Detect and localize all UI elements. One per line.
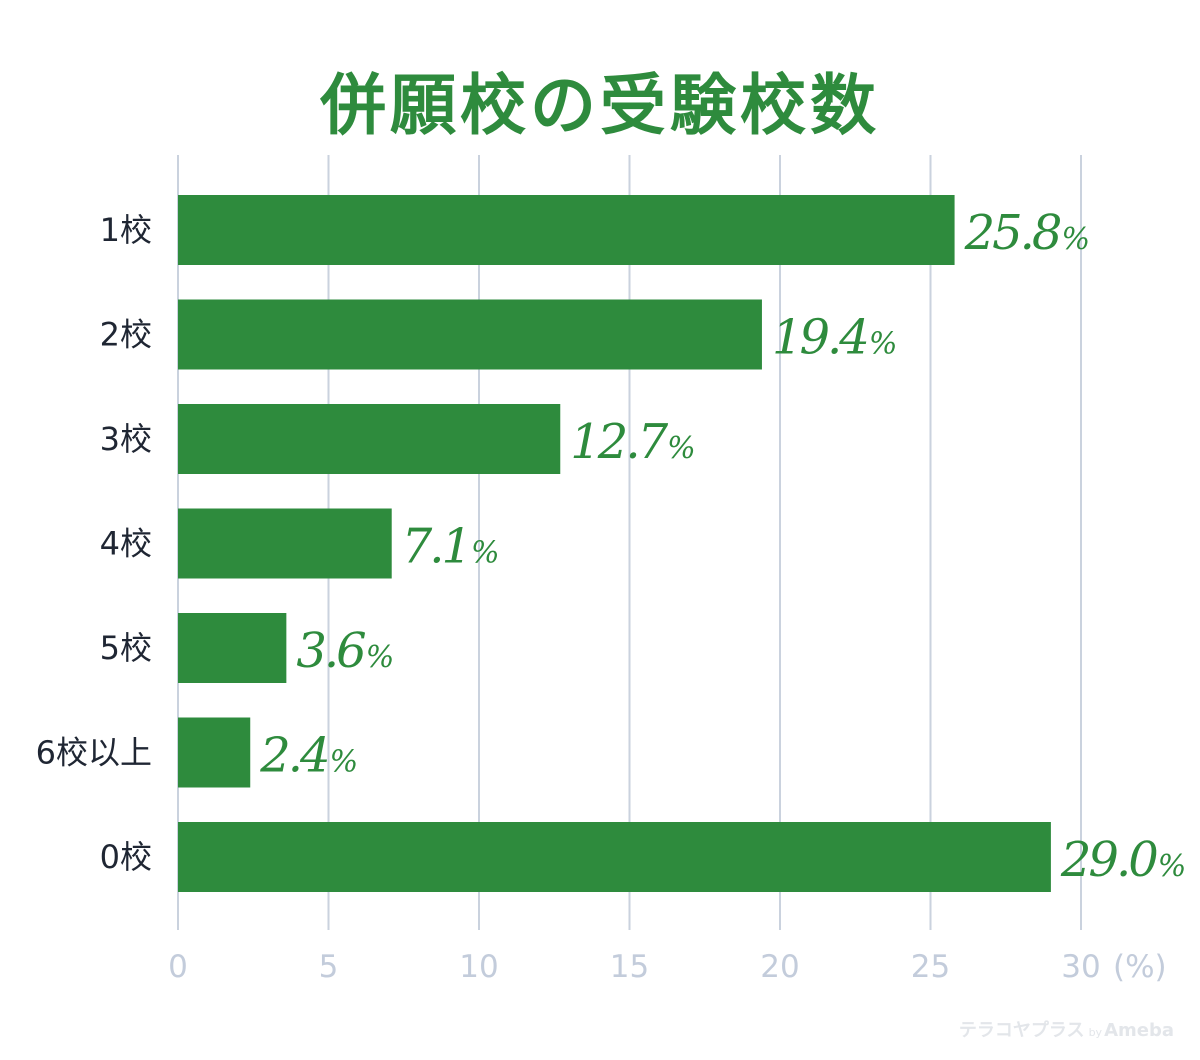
bar (178, 404, 561, 474)
data-label: 25.8% (964, 205, 1090, 261)
bar (178, 508, 392, 579)
value-labels: 25.8% 19.4% 12.7% 7.1%3.6% 2.4% 29.0% (259, 205, 1186, 888)
category-label: 3校 (100, 420, 152, 458)
x-tick-label: 30 (1061, 949, 1100, 985)
bar (178, 717, 251, 788)
x-tick-label: 10 (459, 949, 498, 985)
bar (178, 613, 287, 683)
bar (178, 299, 762, 370)
watermark-by: by (1088, 1026, 1103, 1039)
x-axis-ticks: 0 5 10 15 20 25 30 (%) (168, 949, 1167, 985)
watermark-brand: テラコヤプラス (958, 1020, 1085, 1041)
data-label: 12.7% (570, 414, 695, 470)
watermark-company: Ameba (1104, 1020, 1174, 1041)
category-label: 6校以上 (36, 734, 152, 772)
x-tick-label: 25 (911, 949, 950, 985)
watermark-logo: テラコヤプラス by Ameba (959, 1016, 1174, 1042)
category-label: 1校 (100, 211, 152, 249)
category-label: 5校 (100, 629, 152, 667)
data-label: 2.4% (259, 728, 358, 784)
data-label: 7.1% (402, 519, 500, 575)
category-label: 0校 (100, 838, 152, 876)
category-label: 4校 (100, 525, 152, 563)
category-labels: 1校 2校 3校 4校 5校 6校以上 0校 (36, 211, 152, 876)
category-label: 2校 (100, 316, 152, 354)
data-label: 29.0% (1060, 832, 1186, 888)
x-tick-label: 20 (760, 949, 799, 985)
x-tick-label: 15 (610, 949, 649, 985)
bar (178, 195, 955, 265)
x-tick-label: 5 (319, 949, 339, 985)
bar (178, 822, 1051, 892)
data-label: 3.6% (296, 623, 394, 679)
data-label: 19.4% (772, 310, 897, 366)
chart-title: 併願校の受験校数 (320, 67, 880, 144)
x-axis-unit: (%) (1113, 949, 1167, 985)
x-tick-label: 0 (168, 949, 188, 985)
bars (178, 195, 1051, 892)
